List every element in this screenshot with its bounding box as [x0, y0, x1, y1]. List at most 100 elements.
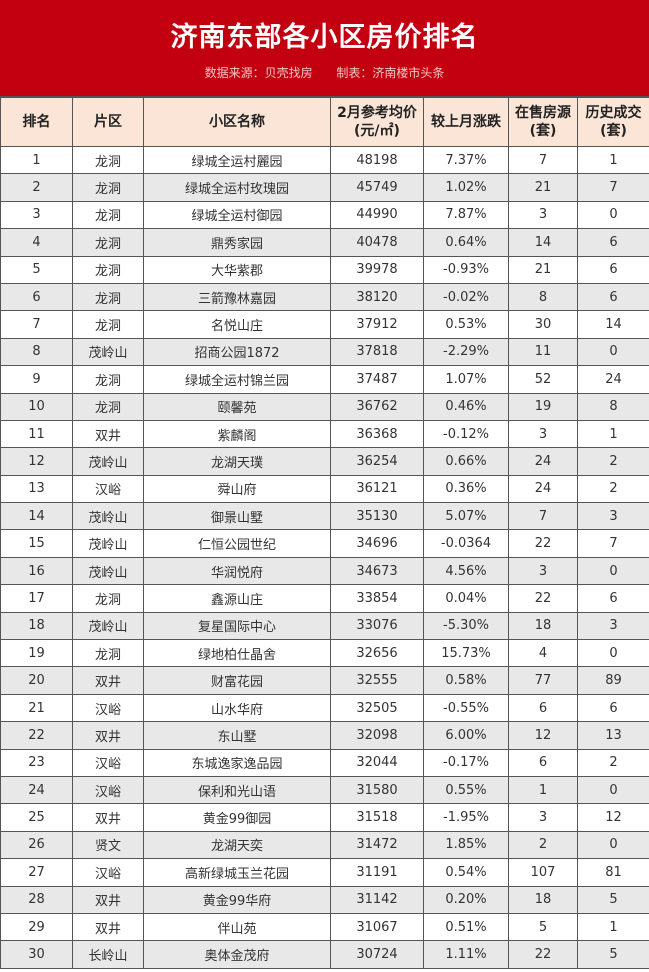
cell-rank: 30: [0, 940, 73, 969]
cell-rank: 11: [0, 419, 73, 449]
cell-rank: 12: [0, 447, 73, 476]
cell-district: 汉峪: [72, 693, 144, 723]
table-maker: 制表：济南楼市头条: [336, 66, 445, 80]
cell-price: 48198: [330, 145, 424, 175]
cell-community: 招商公园1872: [143, 337, 331, 367]
table-row: 3 龙洞 绿城全运村御园 44990 7.87% 3 0: [0, 200, 649, 230]
cell-sold: 6: [577, 255, 649, 284]
cell-rank: 9: [0, 365, 73, 394]
cell-community: 鑫源山庄: [143, 584, 331, 613]
cell-sold: 5: [577, 885, 649, 914]
cell-change: 7.37%: [423, 145, 509, 175]
table-row: 29 双井 伴山苑 31067 0.51% 5 1: [0, 912, 649, 942]
cell-price: 36121: [330, 474, 424, 504]
cell-community: 鼎秀家园: [143, 228, 331, 257]
table-row: 15 茂岭山 仁恒公园世纪 34696 -0.0364 22 7: [0, 529, 649, 558]
cell-district: 长岭山: [72, 940, 144, 969]
cell-price: 40478: [330, 228, 424, 257]
cell-change: 0.46%: [423, 392, 509, 421]
cell-community: 财富花园: [143, 666, 331, 695]
cell-district: 双井: [72, 885, 144, 914]
cell-rank: 8: [0, 337, 73, 367]
table-row: 24 汉峪 保利和光山语 31580 0.55% 1 0: [0, 775, 649, 805]
table-row: 16 茂岭山 华润悦府 34673 4.56% 3 0: [0, 556, 649, 586]
cell-change: -0.17%: [423, 748, 509, 777]
cell-sold: 2: [577, 447, 649, 476]
cell-district: 汉峪: [72, 748, 144, 777]
cell-rank: 14: [0, 502, 73, 531]
cell-district: 龙洞: [72, 228, 144, 257]
cell-sold: 2: [577, 748, 649, 777]
cell-rank: 5: [0, 255, 73, 284]
cell-sold: 0: [577, 200, 649, 230]
cell-sold: 8: [577, 392, 649, 421]
cell-community: 龙湖天奕: [143, 830, 331, 860]
cell-listings: 19: [508, 392, 578, 421]
cell-change: -0.12%: [423, 419, 509, 449]
cell-change: -0.55%: [423, 693, 509, 723]
cell-price: 32505: [330, 693, 424, 723]
cell-listings: 14: [508, 228, 578, 257]
cell-listings: 18: [508, 611, 578, 641]
table-row: 6 龙洞 三箭豫林嘉园 38120 -0.02% 8 6: [0, 282, 649, 312]
cell-sold: 1: [577, 912, 649, 942]
cell-community: 三箭豫林嘉园: [143, 282, 331, 312]
cell-district: 龙洞: [72, 255, 144, 284]
cell-district: 龙洞: [72, 639, 144, 668]
page-title: 济南东部各小区房价排名: [170, 22, 479, 53]
cell-listings: 6: [508, 748, 578, 777]
cell-rank: 16: [0, 556, 73, 586]
cell-rank: 13: [0, 474, 73, 504]
cell-rank: 2: [0, 173, 73, 202]
cell-change: 0.55%: [423, 775, 509, 805]
cell-community: 绿城全运村御园: [143, 200, 331, 230]
cell-district: 茂岭山: [72, 611, 144, 641]
cell-change: 6.00%: [423, 721, 509, 750]
cell-community: 绿城全运村玫瑰园: [143, 173, 331, 202]
column-header-change: 较上月涨跌: [423, 97, 509, 147]
cell-rank: 22: [0, 721, 73, 750]
cell-listings: 6: [508, 693, 578, 723]
cell-price: 39978: [330, 255, 424, 284]
cell-district: 双井: [72, 912, 144, 942]
cell-sold: 13: [577, 721, 649, 750]
cell-sold: 6: [577, 228, 649, 257]
cell-rank: 23: [0, 748, 73, 777]
cell-price: 31191: [330, 858, 424, 887]
cell-community: 大华紫郡: [143, 255, 331, 284]
cell-sold: 2: [577, 474, 649, 504]
cell-price: 37818: [330, 337, 424, 367]
cell-price: 30724: [330, 940, 424, 969]
cell-district: 汉峪: [72, 858, 144, 887]
cell-price: 35130: [330, 502, 424, 531]
cell-rank: 3: [0, 200, 73, 230]
cell-sold: 5: [577, 940, 649, 969]
table-row: 8 茂岭山 招商公园1872 37818 -2.29% 11 0: [0, 337, 649, 367]
cell-district: 龙洞: [72, 365, 144, 394]
cell-change: -0.0364: [423, 529, 509, 558]
table-row: 26 贤文 龙湖天奕 31472 1.85% 2 0: [0, 830, 649, 860]
cell-district: 龙洞: [72, 392, 144, 421]
table-row: 20 双井 财富花园 32555 0.58% 77 89: [0, 666, 649, 695]
cell-sold: 24: [577, 365, 649, 394]
cell-change: 1.11%: [423, 940, 509, 969]
cell-rank: 21: [0, 693, 73, 723]
cell-community: 保利和光山语: [143, 775, 331, 805]
cell-sold: 7: [577, 529, 649, 558]
cell-sold: 14: [577, 310, 649, 339]
cell-listings: 7: [508, 145, 578, 175]
cell-sold: 0: [577, 830, 649, 860]
cell-sold: 89: [577, 666, 649, 695]
cell-sold: 6: [577, 282, 649, 312]
cell-sold: 0: [577, 337, 649, 367]
cell-change: 0.36%: [423, 474, 509, 504]
table-row: 30 长岭山 奥体金茂府 30724 1.11% 22 5: [0, 940, 649, 969]
cell-community: 东城逸家逸品园: [143, 748, 331, 777]
data-source: 数据来源：贝壳找房: [204, 66, 313, 80]
cell-change: -2.29%: [423, 337, 509, 367]
cell-community: 绿城全运村麗园: [143, 145, 331, 175]
cell-community: 山水华府: [143, 693, 331, 723]
table-row: 27 汉峪 高新绿城玉兰花园 31191 0.54% 107 81: [0, 858, 649, 887]
cell-district: 龙洞: [72, 584, 144, 613]
cell-community: 名悦山庄: [143, 310, 331, 339]
